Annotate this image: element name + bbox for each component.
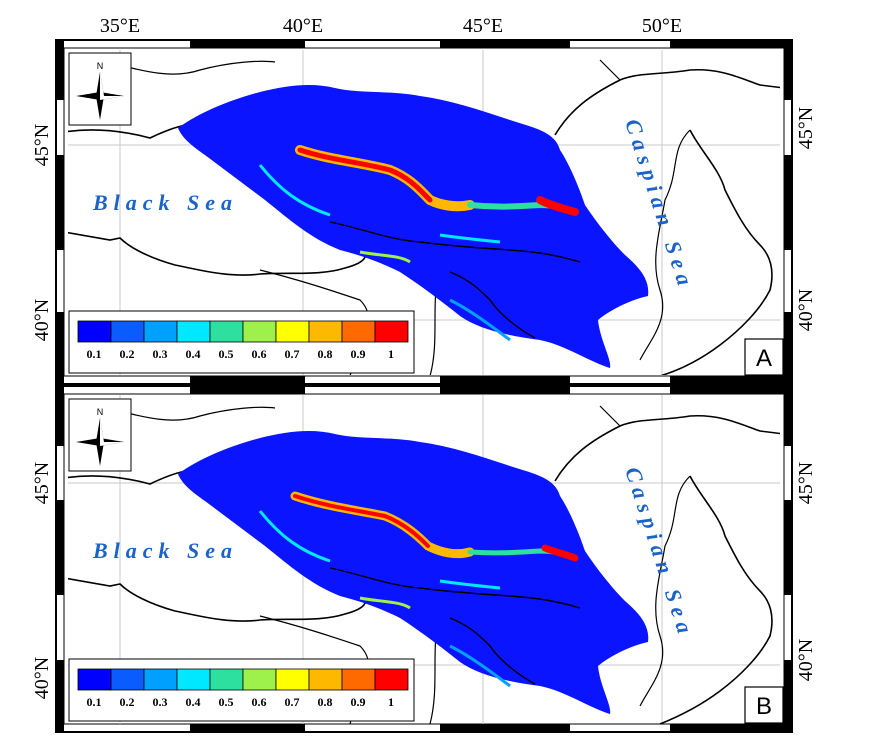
- colorbar-swatch-b-3: [176, 668, 211, 691]
- colorbar-label-b-5: 0.6: [252, 695, 267, 709]
- longitude-label-45e: 45°E: [463, 15, 503, 37]
- latitude-label-left-a-40n: 40°N: [31, 299, 53, 341]
- colorbar-swatch-a-0: [77, 320, 112, 343]
- caspian-sea-coastline-a: [554, 68, 780, 375]
- study-region-b: [178, 431, 649, 714]
- colorbar-label-a-7: 0.8: [318, 347, 333, 361]
- colorbar-swatch-b-4: [209, 668, 244, 691]
- panel-a: Black Sea Caspian Sea N 0.1 0.2 0.3 0.4 …: [55, 39, 793, 385]
- colorbar-swatch-b-9: [374, 668, 409, 691]
- colorbar-label-a-0: 0.1: [87, 347, 102, 361]
- colorbar-swatch-a-1: [110, 320, 145, 343]
- suitability-hotspots-b: [258, 491, 579, 688]
- colorbar-label-b-4: 0.5: [219, 695, 234, 709]
- colorbar-swatch-a-8: [341, 320, 376, 343]
- black-sea-label-a: Black Sea: [92, 190, 238, 215]
- colorbar-swatch-a-6: [275, 320, 310, 343]
- colorbar-label-b-6: 0.7: [285, 695, 300, 709]
- colorbar-label-b-1: 0.2: [120, 695, 135, 709]
- colorbar-label-a-8: 0.9: [351, 347, 366, 361]
- colorbar-swatch-a-2: [143, 320, 178, 343]
- latitude-label-right-b-45n: 45°N: [795, 462, 817, 504]
- colorbar-label-a-9: 1: [388, 347, 394, 361]
- colorbar-swatch-b-6: [275, 668, 310, 691]
- colorbar-swatch-a-5: [242, 320, 277, 343]
- panel-b: Black Sea Caspian Sea N 0.1 0.2 0.3 0.4 …: [55, 385, 793, 733]
- land-border-lines-a: [99, 59, 691, 375]
- svg-text:B: B: [756, 693, 772, 720]
- colorbar-b: 0.1 0.2 0.3 0.4 0.5 0.6 0.7 0.8 0.9 1: [68, 658, 415, 722]
- colorbar-label-b-3: 0.4: [186, 695, 201, 709]
- colorbar-a: 0.1 0.2 0.3 0.4 0.5 0.6 0.7 0.8 0.9 1: [68, 310, 415, 374]
- colorbar-swatch-a-4: [209, 320, 244, 343]
- colorbar-swatch-a-9: [374, 320, 409, 343]
- colorbar-swatch-b-0: [77, 668, 112, 691]
- latitude-label-right-b-40n: 40°N: [795, 639, 817, 681]
- colorbar-swatch-b-2: [143, 668, 178, 691]
- study-region-a: [178, 85, 649, 369]
- colorbar-label-b-7: 0.8: [318, 695, 333, 709]
- colorbar-label-b-0: 0.1: [87, 695, 102, 709]
- colorbar-label-b-2: 0.3: [153, 695, 168, 709]
- latitude-label-left-b-40n: 40°N: [31, 657, 53, 699]
- longitude-label-40e: 40°E: [283, 15, 323, 37]
- longitude-label-35e: 35°E: [100, 15, 140, 37]
- latitude-label-right-a-45n: 45°N: [795, 107, 817, 149]
- colorbar-swatch-a-7: [308, 320, 343, 343]
- colorbar-label-a-4: 0.5: [219, 347, 234, 361]
- colorbar-swatch-a-3: [176, 320, 211, 343]
- region-border-a: [329, 221, 581, 339]
- svg-text:A: A: [756, 345, 772, 372]
- panel-label-a: A: [744, 338, 784, 376]
- north-arrow-b: N: [68, 398, 132, 472]
- north-label-a: N: [97, 61, 104, 71]
- colorbar-label-a-1: 0.2: [120, 347, 135, 361]
- colorbar-swatch-b-7: [308, 668, 343, 691]
- north-arrow-a: N: [68, 52, 132, 126]
- colorbar-label-a-6: 0.7: [285, 347, 300, 361]
- caspian-sea-coastline-b: [554, 414, 780, 725]
- colorbar-swatch-b-1: [110, 668, 145, 691]
- colorbar-label-b-8: 0.9: [351, 695, 366, 709]
- suitability-hotspots-a: [258, 145, 579, 342]
- colorbar-label-b-9: 1: [388, 695, 394, 709]
- frame-ticks-b: [56, 386, 792, 732]
- colorbar-swatch-b-8: [341, 668, 376, 691]
- colorbar-label-a-3: 0.4: [186, 347, 201, 361]
- latitude-label-left-b-45n: 45°N: [31, 462, 53, 504]
- black-sea-label-b: Black Sea: [92, 538, 238, 563]
- latitude-label-right-a-40n: 40°N: [795, 289, 817, 331]
- panel-label-b: B: [744, 686, 784, 724]
- colorbar-label-a-2: 0.3: [153, 347, 168, 361]
- region-border-b: [329, 567, 581, 685]
- latitude-label-left-a-45n: 45°N: [31, 124, 53, 166]
- colorbar-swatch-b-5: [242, 668, 277, 691]
- frame-ticks-a: [56, 40, 792, 384]
- land-border-lines-b: [99, 405, 691, 725]
- colorbar-label-a-5: 0.6: [252, 347, 267, 361]
- longitude-label-50e: 50°E: [642, 15, 682, 37]
- north-label-b: N: [97, 407, 104, 417]
